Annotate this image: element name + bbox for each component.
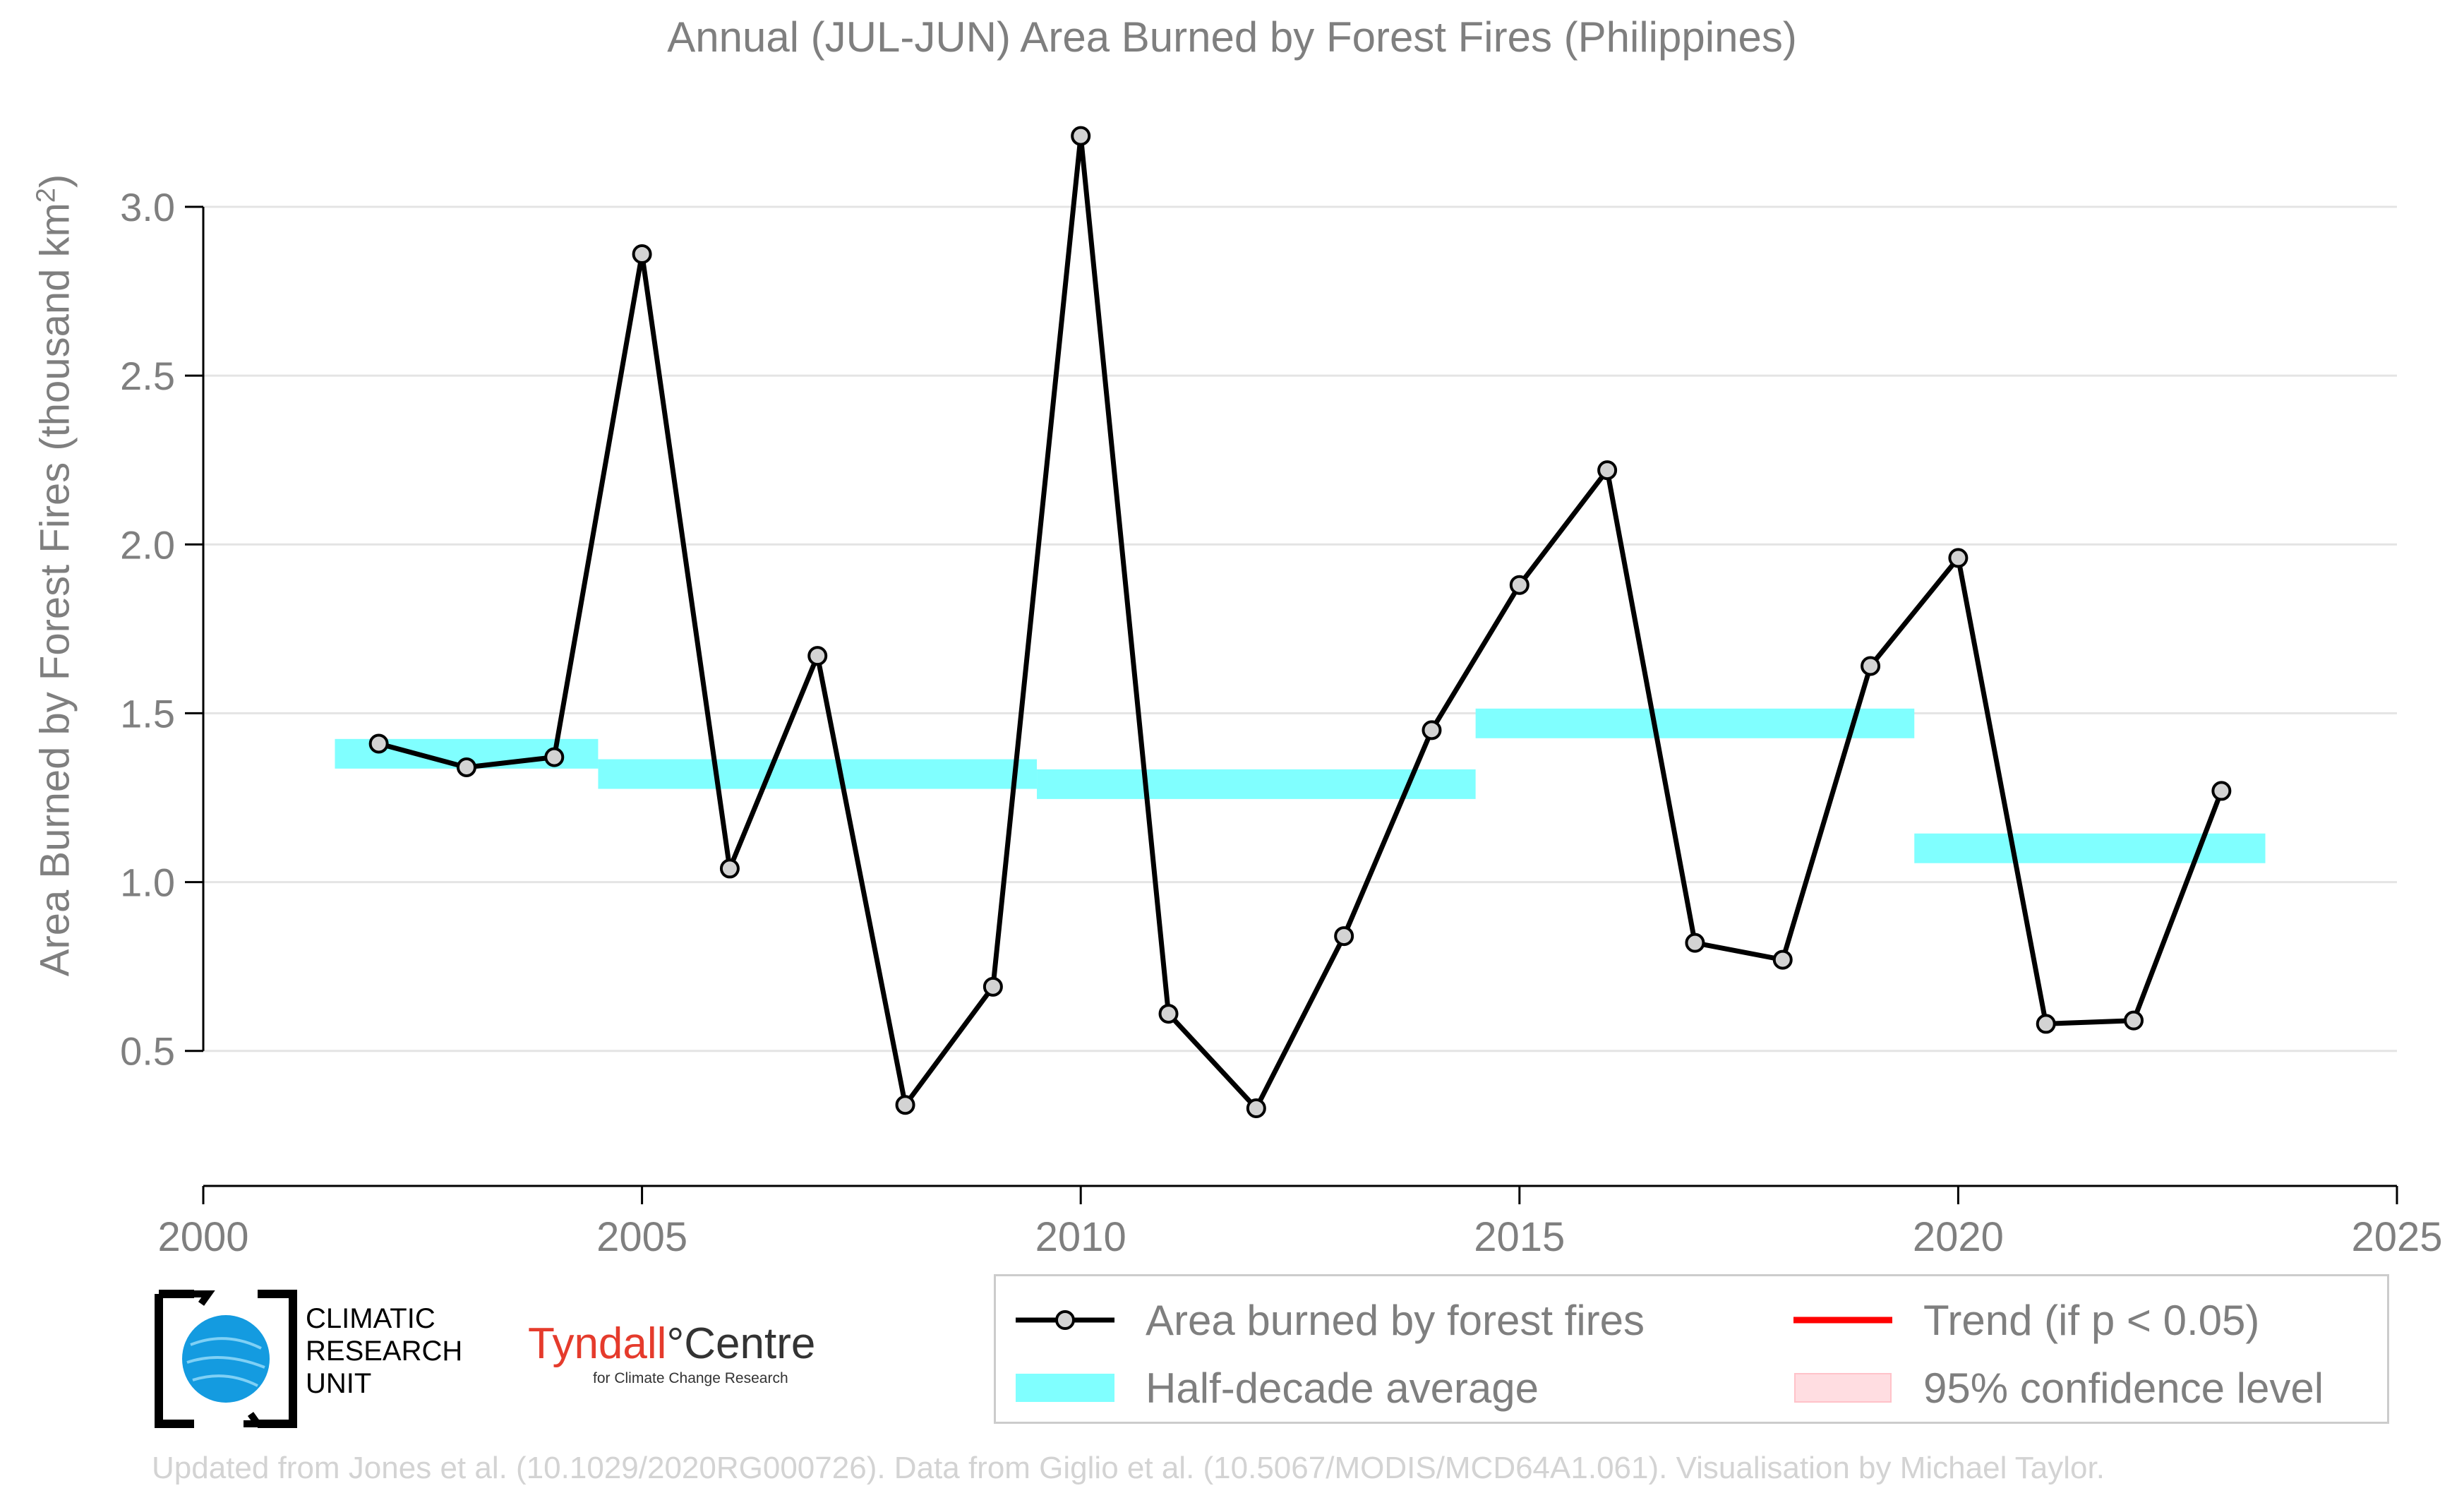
- legend-label: 95% confidence level: [1923, 1364, 2324, 1412]
- y-tick-label: 2.5: [120, 354, 175, 398]
- x-tick-label: 2005: [596, 1214, 687, 1260]
- data-point: [1509, 575, 1530, 595]
- tyndall-degree: °: [666, 1319, 685, 1368]
- legend-label: Trend (if p < 0.05): [1923, 1296, 2260, 1344]
- x-axis: 2000 2005 2010 2015 2020 2025: [157, 1185, 2443, 1260]
- chart-plot: 0.51.01.52.02.53.0 2000 2005 2010 2015 2020 2…: [120, 126, 2443, 1260]
- half-decade-averages: [335, 708, 2266, 863]
- y-axis: 0.5 1.0 1.5 2.0 2.5 3.0: [120, 185, 205, 1074]
- series-area-burned: [368, 126, 2232, 1118]
- legend-item-half-decade: Half-decade average: [1016, 1360, 1539, 1416]
- credit-text: Updated from Jones et al. (10.1029/2020R…: [152, 1451, 2105, 1485]
- data-point: [982, 976, 1003, 997]
- chart-title: Annual (JUL-JUN) Area Burned by Forest F…: [667, 13, 1797, 61]
- data-point: [1158, 1004, 1179, 1024]
- legend-label: Area burned by forest fires: [1146, 1296, 1645, 1344]
- cru-text: CLIMATIC RESEARCH UNIT: [306, 1302, 462, 1400]
- legend-half-decade-swatch-icon: [1016, 1374, 1114, 1402]
- data-point: [1071, 126, 1091, 146]
- data-point: [1597, 460, 1618, 481]
- legend-item-confidence: 95% confidence level: [1793, 1360, 2324, 1416]
- half-decade-bar: [1475, 708, 1915, 738]
- data-point: [2036, 1014, 2056, 1034]
- cru-line-3: UNIT: [306, 1368, 372, 1399]
- cru-line-2: RESEARCH: [306, 1336, 463, 1367]
- y-tick-label: 0.5: [120, 1029, 175, 1074]
- tyndall-centre: Centre: [684, 1319, 816, 1368]
- x-tick-label: 2025: [2351, 1214, 2442, 1260]
- legend-label: Half-decade average: [1146, 1364, 1539, 1412]
- y-tick-label: 1.0: [120, 861, 175, 905]
- legend-confidence-swatch-icon: [1794, 1373, 1892, 1403]
- half-decade-bar: [1914, 833, 2266, 863]
- data-point: [456, 757, 476, 777]
- grid-lines: [203, 205, 2397, 1053]
- x-tick-label: 2020: [1913, 1214, 2004, 1260]
- tyndall-name: Tyndall°Centre: [528, 1319, 824, 1369]
- data-point: [1246, 1098, 1266, 1118]
- tyndall-subtitle: for Climate Change Research: [593, 1370, 788, 1386]
- data-point: [1334, 926, 1354, 947]
- y-tick-label: 1.5: [120, 691, 175, 736]
- data-point: [2124, 1010, 2144, 1031]
- legend-line-marker-icon: [1016, 1310, 1114, 1330]
- data-point: [2211, 781, 2232, 801]
- cru-logo: CLIMATIC RESEARCH UNIT: [152, 1288, 519, 1429]
- data-point: [1422, 720, 1442, 740]
- y-tick-label: 3.0: [120, 185, 175, 229]
- data-point: [807, 646, 828, 666]
- series-line: [378, 133, 2224, 1111]
- data-point: [368, 733, 389, 754]
- legend: Area burned by forest fires Trend (if p …: [994, 1274, 2389, 1424]
- cru-globe-icon: [155, 1290, 297, 1428]
- x-tick-label: 2010: [1035, 1214, 1126, 1260]
- tyndall-word: Tyndall: [528, 1319, 667, 1368]
- cru-line-1: CLIMATIC: [306, 1303, 435, 1334]
- tyndall-logo: Tyndall°Centre for Climate Change Resear…: [528, 1319, 824, 1396]
- x-tick-label: 2015: [1474, 1214, 1565, 1260]
- legend-item-area-burned: Area burned by forest fires: [1016, 1292, 1645, 1348]
- data-point: [1772, 949, 1793, 970]
- data-point: [895, 1095, 915, 1115]
- data-point: [632, 244, 652, 264]
- data-point: [1685, 933, 1705, 953]
- data-point: [1861, 656, 1881, 676]
- data-point: [1948, 548, 1969, 568]
- x-tick-label: 2000: [157, 1214, 248, 1260]
- data-point: [719, 858, 740, 879]
- legend-item-trend: Trend (if p < 0.05): [1793, 1292, 2259, 1348]
- y-tick-label: 2.0: [120, 522, 175, 567]
- data-point: [544, 747, 565, 767]
- half-decade-bar: [598, 759, 1038, 789]
- legend-trend-line-icon: [1793, 1317, 1892, 1324]
